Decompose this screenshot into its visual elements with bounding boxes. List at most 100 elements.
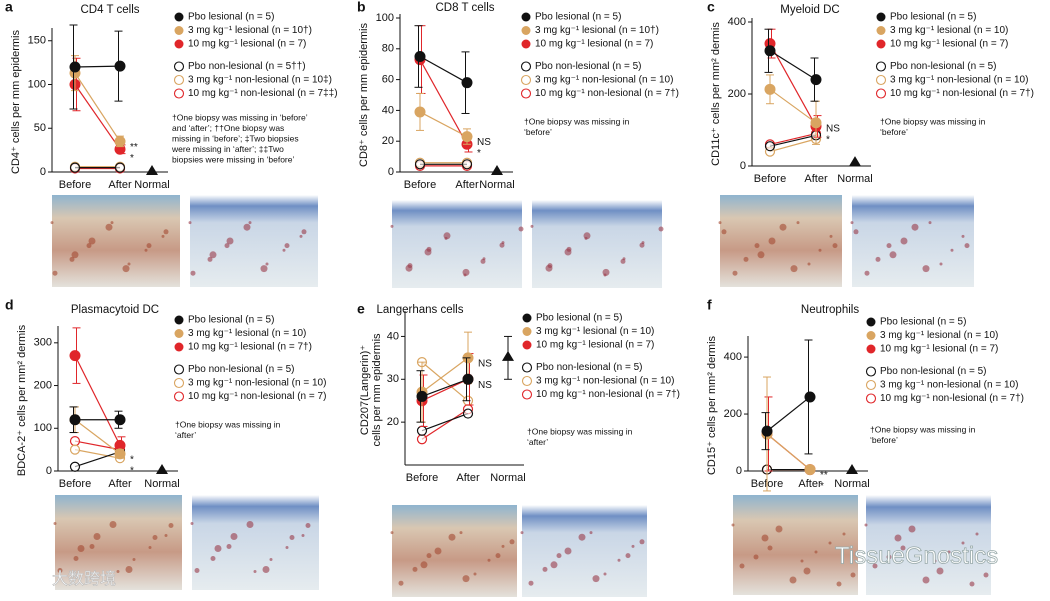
histology-image <box>192 495 319 590</box>
data-point <box>764 141 776 152</box>
legend-marker <box>521 26 531 35</box>
legend-label: Pbo non-lesional (n = 5) <box>880 366 986 377</box>
stain-spot <box>625 553 631 559</box>
footnote: ‘after’ <box>175 430 196 440</box>
stain-spot <box>125 566 133 573</box>
y-axis-label: cells per mm epidermis <box>371 333 383 447</box>
legend-label: Pbo lesional (n = 5) <box>536 313 622 324</box>
stain-spot <box>779 223 787 231</box>
stain-spot <box>509 539 515 545</box>
legend-marker <box>521 362 533 373</box>
stain-spot <box>248 221 252 225</box>
footnote: ‘after’ <box>527 437 548 447</box>
legend-label: 3 mg kg⁻¹ lesional (n = 10) <box>890 25 1008 36</box>
stain-spot <box>448 533 456 541</box>
legend-label: 3 mg kg⁻¹ non-lesional (n = 10) <box>188 378 326 389</box>
legend-label: 3 mg kg⁻¹ lesional (n = 10) <box>880 330 998 341</box>
x-tick-label: Before <box>404 179 436 191</box>
stain-spot <box>578 533 586 541</box>
histology-image <box>190 195 318 287</box>
stain-spot <box>983 572 989 578</box>
legend-marker <box>866 331 876 340</box>
legend-marker <box>865 379 877 391</box>
watermark: 大数跨境 <box>52 569 116 588</box>
stain-spot <box>789 576 797 584</box>
legend-marker <box>521 375 533 387</box>
data-point <box>114 135 126 147</box>
panel-letter: d <box>5 297 14 313</box>
y-tick-label: 0 <box>388 166 394 178</box>
stain-spot <box>246 521 254 528</box>
data-point <box>69 444 81 455</box>
stain-spot <box>148 546 152 549</box>
stain-spot <box>146 243 152 249</box>
series-line <box>421 378 469 397</box>
series-line <box>419 111 468 138</box>
series-line <box>419 55 468 84</box>
legend-marker <box>520 61 532 72</box>
stain-spot <box>631 544 635 548</box>
stain-spot <box>620 258 626 264</box>
y-tick-label: 200 <box>728 88 746 100</box>
stain-spot <box>639 242 645 248</box>
y-tick-label: 40 <box>387 330 399 342</box>
stain-spot <box>829 234 833 238</box>
y-tick-label: 400 <box>728 16 746 28</box>
stain-spot <box>818 248 822 252</box>
data-point <box>69 461 81 472</box>
stain-spot <box>658 226 664 232</box>
stain-spot <box>426 553 432 559</box>
legend-label: 10 mg kg⁻¹ lesional (n = 7) <box>536 340 654 351</box>
y-tick-label: 100 <box>28 78 46 90</box>
legend-label: 3 mg kg⁻¹ lesional (n = 10†) <box>188 25 312 36</box>
stain-spot <box>550 561 558 569</box>
panel-letter: a <box>5 0 13 15</box>
y-tick-label: 0 <box>736 465 742 477</box>
significance-label: * <box>130 455 134 466</box>
stain-spot <box>463 273 467 277</box>
significance-label: * <box>130 466 134 477</box>
footnote: ‘before’ <box>524 127 552 137</box>
legend-marker <box>174 342 184 352</box>
stain-spot <box>928 221 932 225</box>
stain-spot <box>487 558 491 562</box>
series-line <box>769 138 817 153</box>
stain-spot <box>224 243 230 249</box>
significance-label: * <box>826 134 830 145</box>
stain-spot <box>109 521 117 528</box>
stain-spot <box>161 234 165 238</box>
legend-label: Pbo lesional (n = 5) <box>535 12 621 23</box>
stain-spot <box>889 251 897 259</box>
legend-marker <box>876 39 886 49</box>
y-axis-label: CD8⁺ cells per mm epidermis <box>358 23 370 167</box>
series-line <box>769 50 817 81</box>
x-tick-label: Normal <box>479 179 514 191</box>
stain-spot <box>495 553 501 559</box>
y-tick-label: 0 <box>46 465 52 477</box>
x-tick-label: Normal <box>837 173 872 185</box>
data-point <box>761 425 773 437</box>
legend-marker <box>866 344 876 354</box>
stain-spot <box>545 264 553 272</box>
legend-marker <box>173 74 185 86</box>
stain-spot <box>284 243 290 249</box>
normal-marker <box>502 350 514 361</box>
footnote: were missing in ‘after’; ‡‡Two <box>171 144 284 154</box>
y-tick-label: 100 <box>34 422 52 434</box>
data-point <box>804 464 816 476</box>
legend-label: 3 mg kg⁻¹ lesional (n = 10†) <box>535 25 659 36</box>
stain-spot <box>754 243 760 249</box>
stain-spot <box>260 265 268 273</box>
stain-spot <box>434 547 442 555</box>
data-point <box>414 159 426 170</box>
stain-spot <box>842 532 846 536</box>
stain-spot <box>86 243 92 249</box>
y-tick-label: 300 <box>34 337 52 349</box>
legend-label: Pbo non-lesional (n = 5) <box>535 61 641 72</box>
data-point <box>461 131 473 143</box>
series-line <box>766 396 811 432</box>
series-line <box>421 413 469 432</box>
stain-spot <box>188 221 192 225</box>
series-line <box>74 449 121 459</box>
